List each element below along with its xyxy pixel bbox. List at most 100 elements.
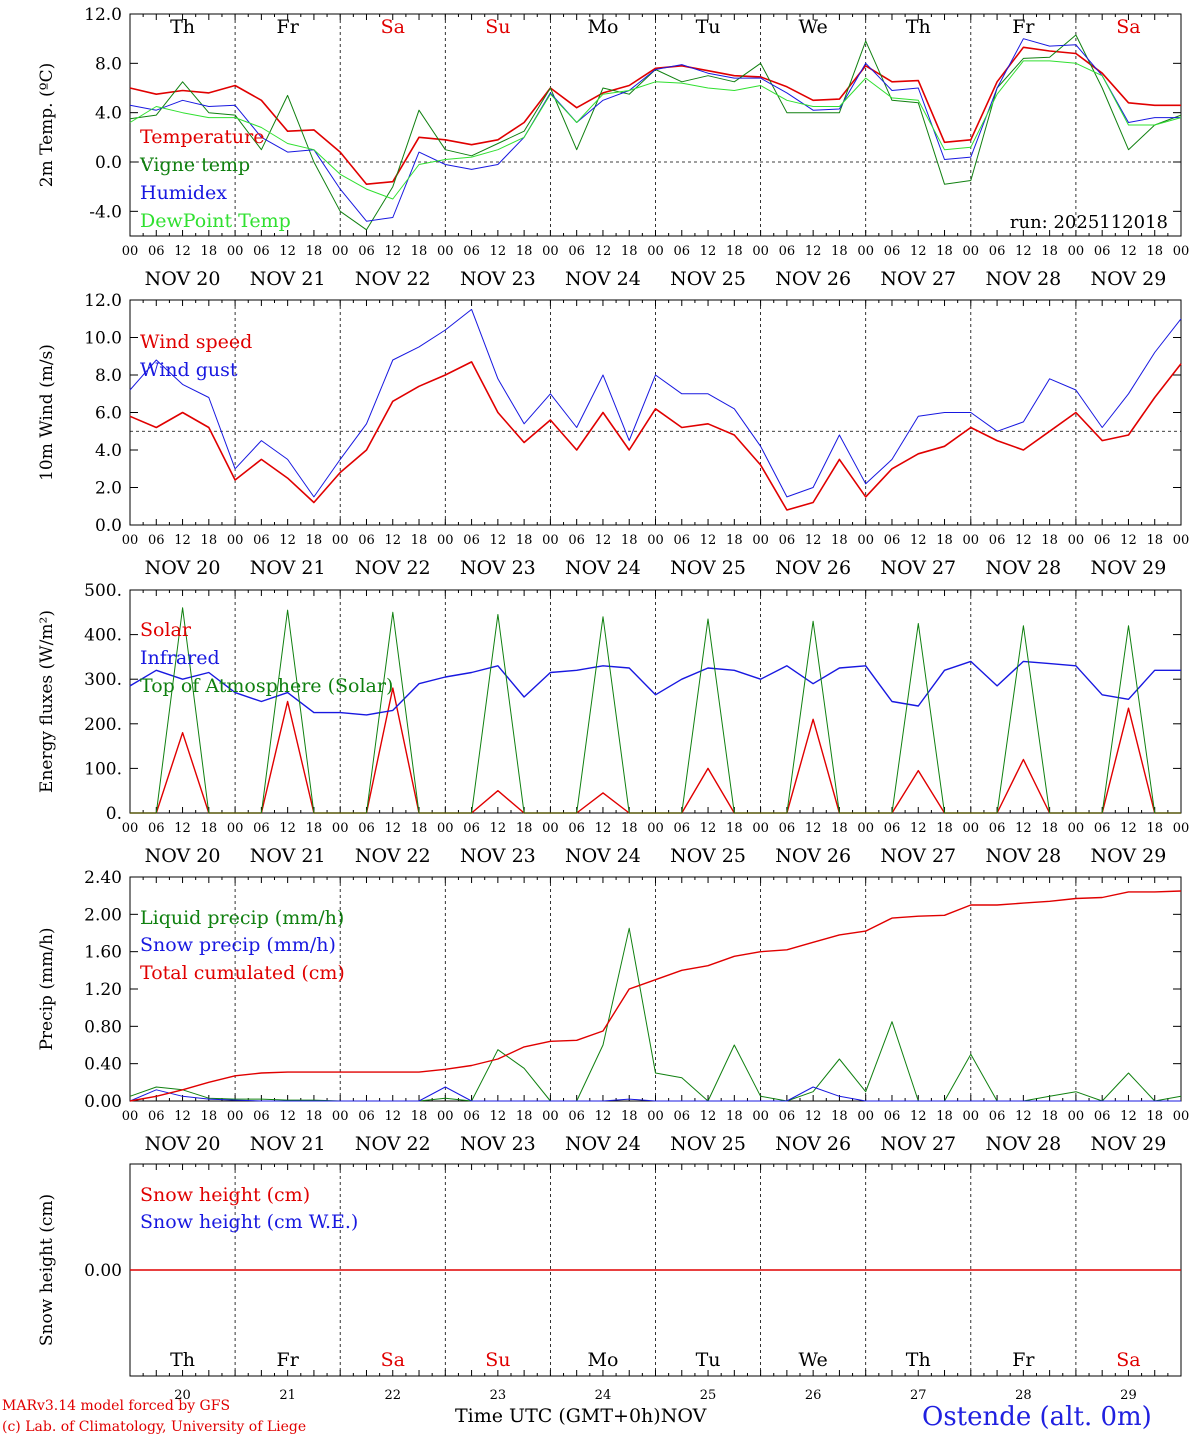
hour-tick-label: 06 (148, 821, 165, 836)
hour-tick-label: 12 (805, 533, 822, 548)
date-label: NOV 22 (355, 557, 431, 579)
chart-panel-3: 500. 400. 300. 200. 100. 0. Energy fluxes (W/m… (37, 581, 1189, 867)
hour-tick-label: 18 (201, 533, 218, 548)
hour-tick-label: 18 (1146, 1109, 1163, 1124)
y-axis-label: Snow height (cm) (37, 1194, 57, 1346)
hour-tick-label: 12 (174, 1109, 191, 1124)
day-name-label: Th (906, 1349, 931, 1371)
hour-tick-label: 18 (306, 244, 323, 259)
hour-tick-label: 00 (332, 821, 349, 836)
hour-tick-label: 06 (148, 1109, 165, 1124)
day-name-label: Fr (277, 1349, 300, 1371)
legend-entry: DewPoint Temp (140, 210, 291, 232)
hour-tick-label: 12 (279, 821, 296, 836)
hour-tick-label: 00 (1173, 533, 1190, 548)
station-label: Ostende (alt. 0m) (922, 1402, 1152, 1432)
hour-tick-label: 12 (384, 244, 401, 259)
hour-tick-label: 00 (1068, 1109, 1085, 1124)
y-axis-label: Energy fluxes (W/m²) (37, 610, 57, 793)
date-label: NOV 27 (880, 268, 956, 290)
legend-entry: Wind gust (140, 359, 238, 381)
hour-tick-label: 00 (963, 1109, 980, 1124)
hour-tick-label: 00 (542, 244, 559, 259)
series-line (129, 60, 1182, 200)
hour-tick-label: 00 (857, 244, 874, 259)
hour-tick-label: 18 (306, 821, 323, 836)
date-label: NOV 20 (145, 845, 221, 867)
hour-tick-label: 12 (490, 1109, 507, 1124)
hour-tick-label: 18 (516, 244, 533, 259)
hour-tick-label: 00 (542, 821, 559, 836)
hour-tick-label: 12 (805, 821, 822, 836)
hour-tick-label: 00 (857, 533, 874, 548)
y-tick-label: 0.0 (95, 153, 122, 173)
day-name-label: Su (485, 16, 510, 38)
hour-tick-label: 00 (122, 1109, 139, 1124)
hour-tick-label: 00 (122, 821, 139, 836)
day-name-label: Fr (1012, 16, 1035, 38)
hour-tick-label: 18 (516, 533, 533, 548)
hour-tick-label: 18 (201, 821, 218, 836)
hour-tick-label: 18 (621, 1109, 638, 1124)
y-tick-label: 8.0 (95, 366, 122, 386)
y-tick-label: 12.0 (84, 5, 122, 25)
run-annotation: run: 2025112018 (1010, 212, 1168, 233)
y-axis-label: 10m Wind (m/s) (37, 344, 57, 481)
date-label: NOV 22 (355, 1133, 431, 1155)
hour-tick-label: 06 (463, 244, 480, 259)
hour-tick-label: 12 (279, 1109, 296, 1124)
y-tick-label: 1.60 (84, 943, 122, 963)
hour-tick-label: 12 (700, 821, 717, 836)
time-axis-label: Time UTC (GMT+0h) (455, 1405, 661, 1427)
date-label: NOV 24 (565, 557, 641, 579)
hour-tick-label: 06 (253, 1109, 270, 1124)
day-name-label: Th (170, 16, 195, 38)
hour-tick-label: 12 (1120, 244, 1137, 259)
day-name-label: Fr (1012, 1349, 1035, 1371)
hour-tick-label: 12 (700, 244, 717, 259)
hour-tick-label: 18 (831, 1109, 848, 1124)
day-name-label: Tu (696, 1349, 721, 1371)
series-line (129, 1086, 1181, 1102)
hour-tick-label: 18 (1146, 533, 1163, 548)
hour-tick-label: 00 (1173, 244, 1190, 259)
y-tick-label: 100. (84, 759, 122, 779)
hour-tick-label: 18 (411, 1109, 428, 1124)
hour-tick-label: 18 (621, 821, 638, 836)
hour-tick-label: 00 (122, 533, 139, 548)
hour-tick-label: 06 (1094, 1109, 1111, 1124)
day-name-label: We (799, 1349, 828, 1371)
day-number-label: 28 (1015, 1388, 1032, 1403)
hour-tick-label: 00 (227, 244, 244, 259)
y-tick-label: 2.0 (95, 479, 122, 499)
y-tick-label: 0.40 (84, 1055, 122, 1075)
hour-tick-label: 00 (647, 821, 664, 836)
hour-tick-label: 12 (910, 1109, 927, 1124)
day-number-label: 22 (384, 1388, 401, 1403)
hour-tick-label: 00 (647, 244, 664, 259)
hour-tick-label: 12 (490, 821, 507, 836)
hour-tick-label: 18 (726, 821, 743, 836)
date-label: NOV 29 (1091, 1133, 1167, 1155)
date-label: NOV 27 (880, 1133, 956, 1155)
time-axis-title: Time UTC (GMT+0h)NOV (455, 1405, 706, 1427)
chart-panel-1: 12.0 8.0 4.0 0.0 -4.0 2m Temp. (ºC) Temperatur… (37, 5, 1189, 290)
hour-tick-label: 06 (1094, 244, 1111, 259)
hour-tick-label: 00 (857, 1109, 874, 1124)
hour-tick-label: 06 (253, 244, 270, 259)
hour-tick-label: 18 (831, 244, 848, 259)
day-name-label: Sa (1116, 1349, 1140, 1371)
hour-tick-label: 18 (936, 244, 953, 259)
hour-tick-label: 06 (358, 244, 375, 259)
series-line (129, 660, 1181, 716)
day-name-label: Sa (381, 1349, 405, 1371)
day-name-label: We (799, 16, 828, 38)
day-name-label: Sa (1116, 16, 1140, 38)
hour-tick-label: 00 (437, 244, 454, 259)
hour-tick-label: 00 (332, 533, 349, 548)
date-label: NOV 21 (250, 268, 326, 290)
y-tick-label: 0. (106, 804, 122, 824)
date-label: NOV 23 (460, 268, 536, 290)
legend-entry: Solar (140, 619, 192, 641)
hour-tick-label: 06 (463, 533, 480, 548)
